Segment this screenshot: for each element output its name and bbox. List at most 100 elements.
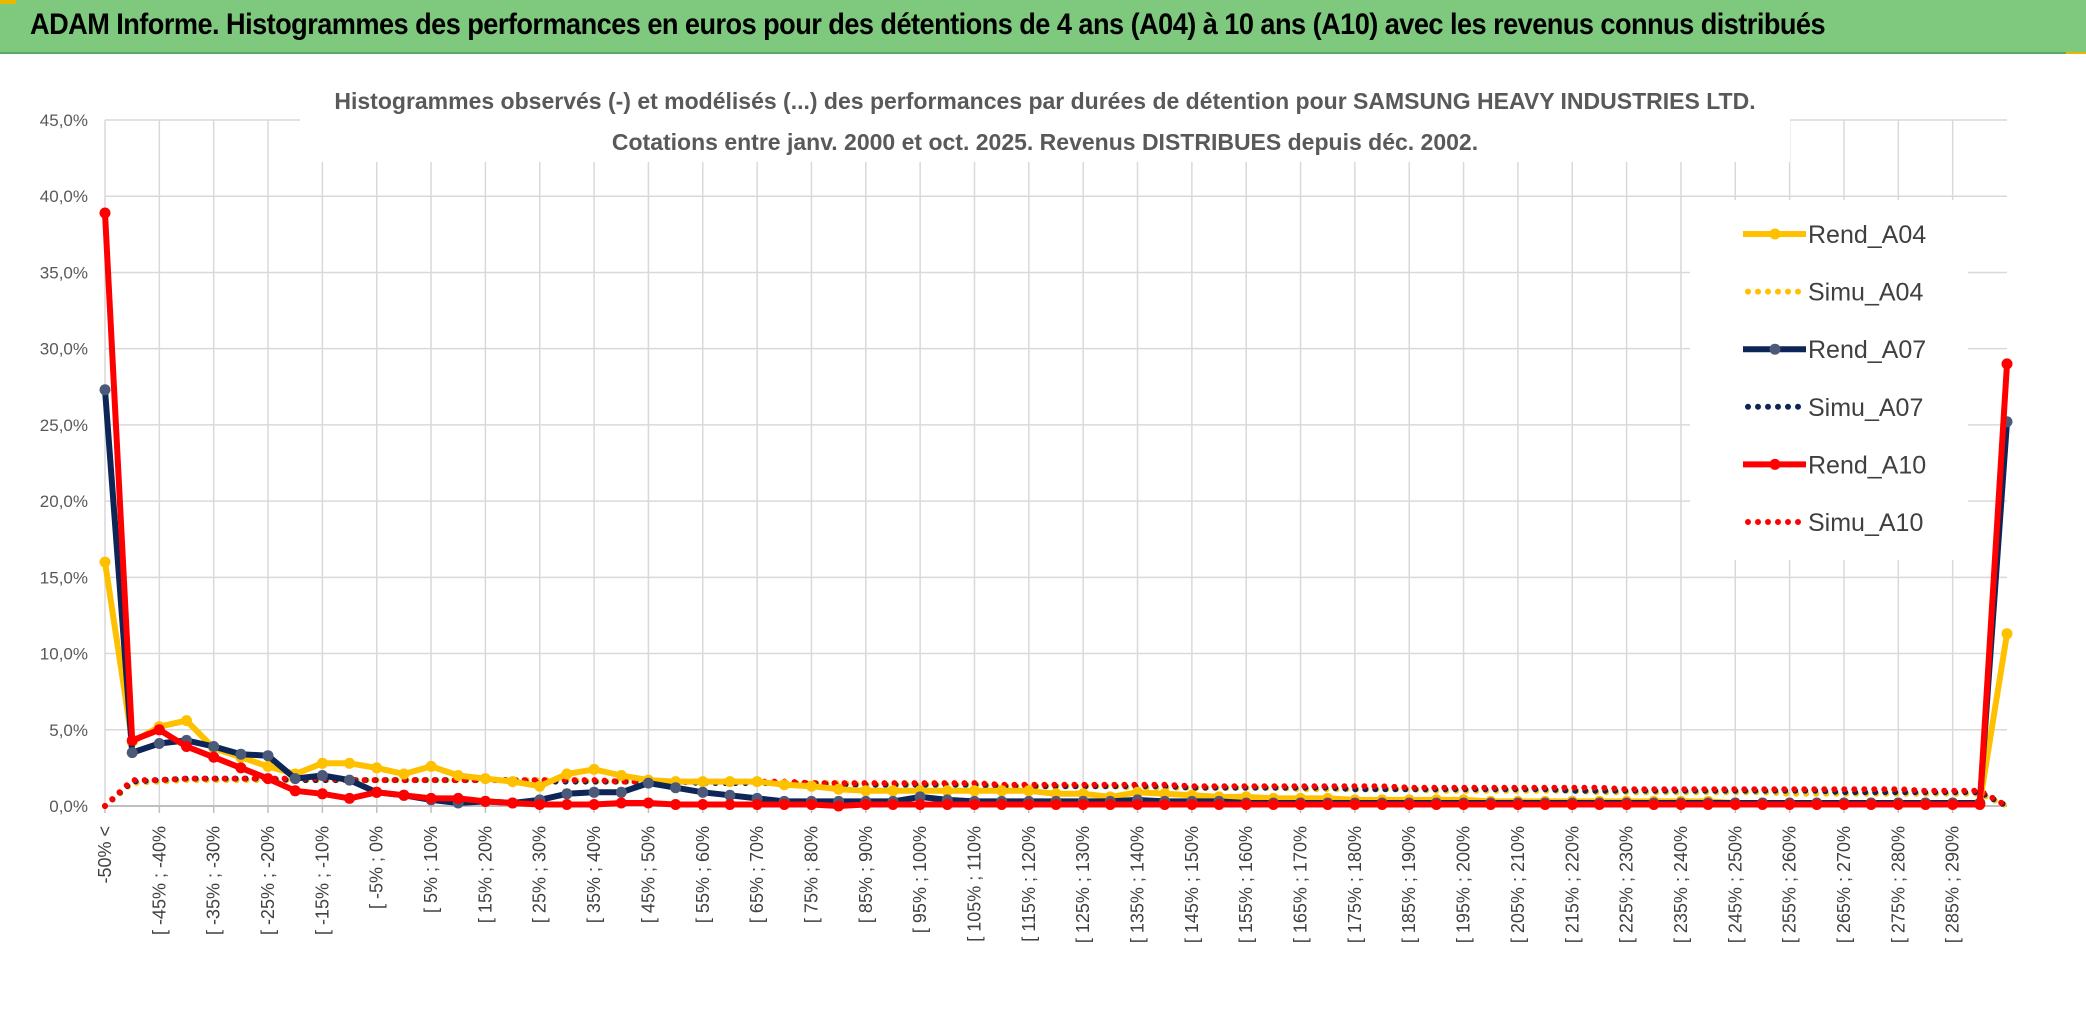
y-axis-ticks: 0,0% 5,0% 10,0% 15,0% 20,0% 25,0% 30,0% 35,0% 40…	[40, 111, 88, 816]
data-point-rend-a10	[1675, 799, 1687, 810]
data-point-rend-a04	[724, 776, 736, 788]
legend-label-rend-a04: Rend_A04	[1808, 221, 1926, 249]
data-point-rend-a07	[914, 791, 926, 803]
legend-label-rend-a07: Rend_A07	[1808, 336, 1926, 364]
x-tick-label: [ 85% ; 90%	[856, 826, 876, 923]
legend-item-rend-a07: Rend_A07	[1743, 336, 1926, 364]
data-point-rend-a04	[1132, 786, 1143, 798]
x-tick-label: [ 255% ; 260%	[1780, 826, 1800, 943]
data-point-rend-a10	[1593, 799, 1605, 810]
legend-marker-rend-a07	[1769, 343, 1781, 355]
data-point-rend-a10	[1838, 799, 1850, 810]
x-tick-label: [ 185% ; 190%	[1399, 826, 1419, 943]
x-tick-label: [ 275% ; 280%	[1888, 826, 1908, 943]
chart-subtitle: Cotations entre janv. 2000 et oct. 2025.…	[612, 129, 1478, 155]
data-point-rend-a04	[561, 768, 573, 780]
data-point-rend-a10	[1621, 799, 1633, 810]
x-tick-label: [ 265% ; 270%	[1834, 826, 1854, 943]
data-point-rend-a10	[262, 773, 274, 785]
x-tick-label: [ 75% ; 80%	[801, 826, 821, 923]
data-point-rend-a10	[181, 741, 192, 752]
data-point-rend-a10	[1865, 799, 1877, 810]
data-point-rend-a10	[1132, 799, 1143, 810]
data-point-rend-a10	[153, 724, 165, 736]
data-point-rend-a10	[452, 792, 464, 804]
data-point-rend-a07	[153, 738, 165, 749]
data-point-rend-a10	[1784, 799, 1796, 810]
data-point-rend-a04	[398, 768, 410, 780]
data-point-rend-a07	[642, 777, 654, 789]
x-tick-label: [ -15% ; -10%	[312, 826, 332, 935]
corner-accent-left	[0, 0, 16, 4]
data-point-rend-a04	[1159, 788, 1171, 800]
data-point-rend-a10	[1023, 799, 1035, 810]
data-point-rend-a04	[371, 762, 383, 774]
data-point-rend-a04	[887, 785, 899, 797]
y-tick-label: 40,0%	[40, 187, 88, 206]
data-point-rend-a04	[833, 783, 845, 795]
data-point-rend-a10	[1267, 799, 1279, 810]
x-axis-ticks: -50% < [ -45% ; -40% [ -35% ; -30% [ -25% ;…	[95, 806, 1963, 943]
data-point-rend-a10	[1566, 799, 1578, 810]
data-point-rend-a10	[588, 799, 600, 810]
data-point-rend-a07	[344, 774, 355, 786]
data-point-rend-a10	[1077, 799, 1089, 810]
x-tick-label: [ 145% ; 150%	[1182, 826, 1202, 943]
legend-label-rend-a10: Rend_A10	[1808, 451, 1926, 479]
data-point-rend-a10	[1811, 799, 1823, 810]
x-tick-label: [ 135% ; 140%	[1128, 826, 1148, 943]
legend-item-simu-a10: Simu_A10	[1745, 509, 1923, 537]
x-tick-label: [ 165% ; 170%	[1291, 826, 1311, 943]
data-point-rend-a04	[479, 773, 491, 785]
x-tick-label: [ 125% ; 130%	[1073, 826, 1093, 943]
data-point-rend-a04	[996, 785, 1008, 797]
x-tick-label: [ 285% ; 290%	[1943, 826, 1963, 943]
data-point-rend-a10	[534, 799, 546, 810]
x-tick-label: [ 175% ; 180%	[1345, 826, 1365, 943]
data-point-rend-a04	[588, 763, 600, 775]
x-tick-label: [ 65% ; 70%	[747, 826, 767, 923]
legend-marker-rend-a04	[1769, 228, 1781, 240]
data-point-rend-a04	[751, 776, 763, 788]
x-tick-label: -50% <	[95, 826, 115, 884]
x-tick-label: [ 35% ; 40%	[584, 826, 604, 923]
data-point-rend-a10	[1186, 799, 1198, 810]
x-tick-label: [ 55% ; 60%	[693, 826, 713, 923]
data-point-rend-a10	[887, 799, 899, 810]
data-point-rend-a10	[1974, 799, 1986, 810]
data-point-rend-a07	[289, 773, 301, 785]
data-point-rend-a04	[941, 785, 953, 797]
data-point-rend-a10	[1104, 799, 1116, 810]
data-point-rend-a07	[588, 786, 600, 798]
data-point-rend-a10	[561, 799, 573, 810]
x-tick-label: [ 215% ; 220%	[1562, 826, 1582, 943]
data-point-rend-a10	[1702, 799, 1714, 810]
data-point-rend-a10	[941, 799, 953, 810]
data-point-rend-a04	[262, 760, 274, 772]
data-point-rend-a10	[235, 762, 247, 774]
legend-item-simu-a07: Simu_A07	[1745, 394, 1923, 422]
x-tick-label: [ 245% ; 250%	[1725, 826, 1745, 943]
x-tick-label: [ -5% ; 0%	[367, 826, 387, 909]
data-point-rend-a04	[316, 757, 328, 769]
data-point-rend-a10	[1159, 799, 1171, 810]
report-header-banner: ADAM Informe. Histogrammes des performan…	[0, 0, 2086, 54]
data-point-rend-a10	[914, 799, 926, 810]
legend-item-rend-a04: Rend_A04	[1743, 221, 1926, 249]
data-point-rend-a10	[507, 797, 519, 809]
data-point-rend-a07	[724, 789, 736, 801]
data-point-rend-a10	[1539, 799, 1551, 810]
data-point-rend-a10	[99, 207, 111, 219]
x-tick-label: [ 5% ; 10%	[421, 826, 441, 913]
x-tick-label: [ -45% ; -40%	[149, 826, 169, 935]
data-point-rend-a10	[1757, 799, 1768, 810]
data-point-rend-a07	[670, 782, 682, 794]
data-point-rend-a10	[642, 797, 654, 809]
data-point-rend-a10	[344, 792, 355, 804]
data-point-rend-a10	[1240, 799, 1252, 810]
data-point-rend-a10	[398, 789, 410, 801]
legend-label-simu-a10: Simu_A10	[1808, 509, 1923, 537]
data-point-rend-a07	[262, 750, 274, 762]
title-backdrop	[300, 80, 1790, 162]
data-point-rend-a10	[996, 799, 1008, 810]
